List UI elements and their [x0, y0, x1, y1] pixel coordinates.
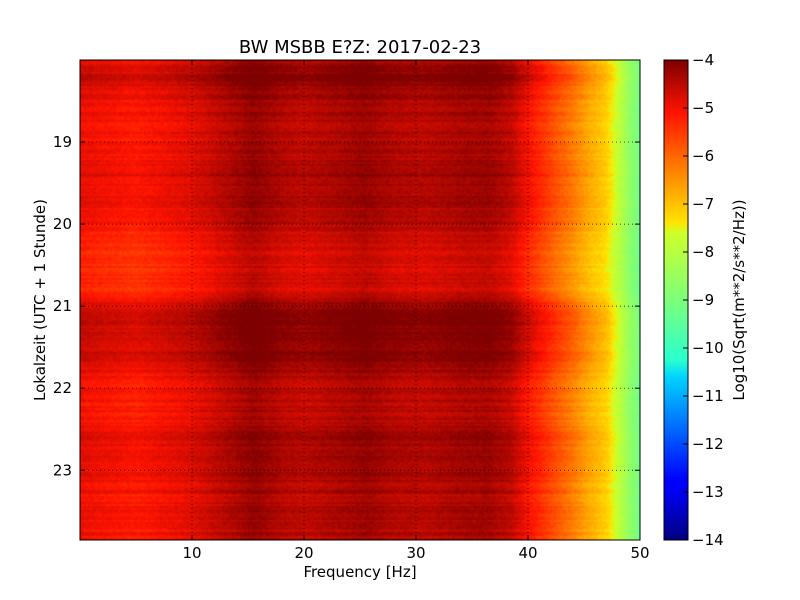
x-tick-label: 50 — [630, 544, 649, 562]
y-tick-label: 21 — [53, 297, 72, 315]
y-tick-label: 20 — [53, 215, 72, 233]
colorbar-tick-label: −13 — [692, 483, 724, 501]
colorbar: −4 −5 −6 −7 −8 −9 −10 −11 −12 −13 −14 Log10(Sqrt(m… — [663, 51, 748, 549]
heatmap-area — [80, 60, 640, 540]
y-tick-label: 22 — [53, 379, 72, 397]
y-tick-label: 23 — [53, 461, 72, 479]
colorbar-tick-label: −10 — [692, 339, 724, 357]
colorbar-tick-label: −11 — [692, 387, 724, 405]
colorbar-tick-label: −12 — [692, 435, 724, 453]
x-tick-label: 30 — [406, 544, 425, 562]
x-tick-label: 20 — [294, 544, 313, 562]
colorbar-tick-label: −14 — [692, 531, 724, 549]
colorbar-ticks: −4 −5 −6 −7 −8 −9 −10 −11 −12 −13 −14 — [683, 51, 724, 549]
chart-title: BW MSBB E?Z: 2017-02-23 — [239, 37, 481, 58]
x-axis-ticks: 10 20 30 40 50 — [182, 60, 650, 562]
x-axis-title: Frequency [Hz] — [303, 563, 416, 581]
colorbar-title: Log10(Sqrt(m**2/s**2/Hz)) — [730, 199, 748, 400]
y-axis-title: Lokalzeit (UTC + 1 Stunde) — [31, 199, 49, 401]
colorbar-tick-label: −6 — [692, 147, 714, 165]
colorbar-tick-label: −8 — [692, 243, 714, 261]
colorbar-tick-label: −4 — [692, 51, 714, 69]
colorbar-tick-label: −5 — [692, 99, 714, 117]
colorbar-tick-label: −9 — [692, 291, 714, 309]
colorbar-tick-label: −7 — [692, 195, 714, 213]
spectrogram-heatmap — [80, 60, 640, 540]
x-tick-label: 40 — [518, 544, 537, 562]
plot-frame — [79, 59, 641, 541]
gridlines — [80, 60, 640, 540]
y-tick-label: 19 — [53, 133, 72, 151]
y-axis-ticks: 19 20 21 22 23 — [53, 133, 640, 479]
x-tick-label: 10 — [182, 544, 201, 562]
